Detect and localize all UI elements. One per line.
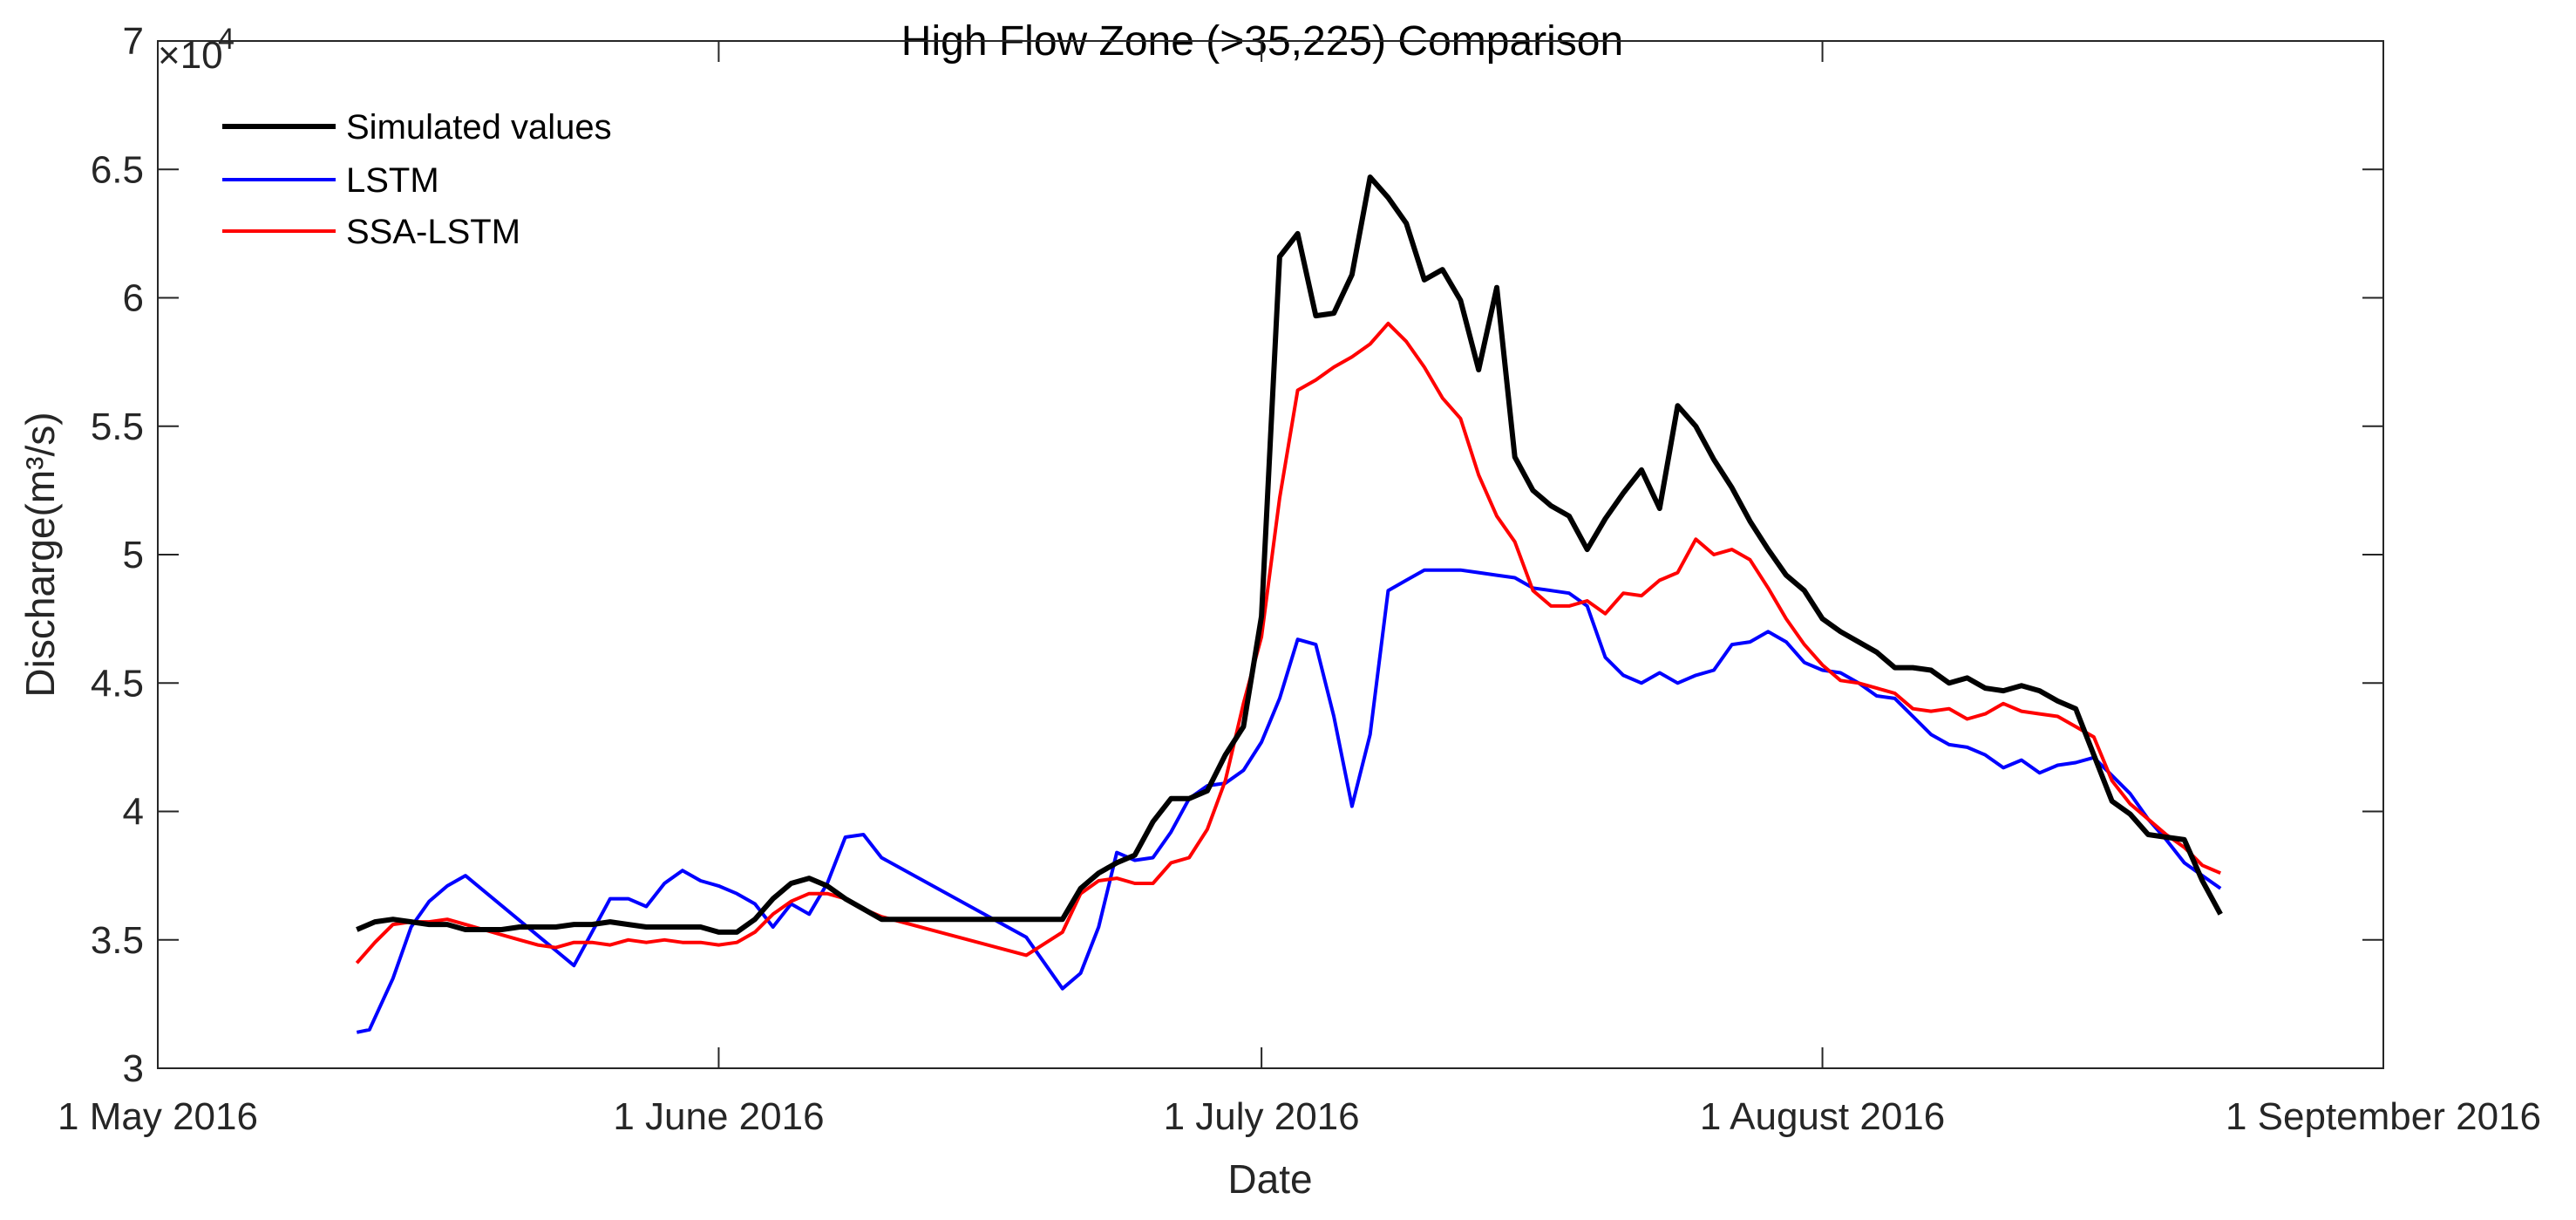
y-tick-label: 7 [123,20,144,63]
x-tick-label: 1 May 2016 [58,1095,258,1138]
y-tick-label: 5 [123,534,144,576]
series-simulated-line [356,174,2223,935]
series-ssa-lstm-line [355,321,2221,964]
y-tick-label: 3.5 [91,919,144,962]
y-axis-label: Discharge(m³/s) [17,412,63,697]
series-lstm-line [356,568,2222,1034]
y-tick-label: 6.5 [91,148,144,191]
x-tick-label: 1 July 2016 [1164,1095,1360,1138]
y-exponent: 4 [218,23,234,56]
y-tick-label: 6 [123,277,144,320]
x-tick-label: 1 June 2016 [613,1095,824,1138]
x-axis-label: Date [1227,1156,1312,1202]
y-tick-label: 4.5 [91,662,144,705]
y-tick-label: 3 [123,1047,144,1090]
plot-frame [157,40,2384,1069]
y-tick-label: 4 [123,791,144,834]
legend-label-ssa-lstm: SSA-LSTM [346,213,520,251]
y-tick-label: 5.5 [91,406,144,448]
x-tick-label: 1 August 2016 [1700,1095,1945,1138]
series-group [355,174,2223,1034]
axis-ticks: 3 3.5 4 4.5 5 5.5 6 6.5 7 1 May 2016 1 June 2016 1 … [58,20,2541,1138]
legend: Simulated values LSTM SSA-LSTM [222,108,612,251]
legend-label-lstm: LSTM [346,161,439,200]
x-tick-label: 1 September 2016 [2226,1095,2541,1138]
legend-label-simulated: Simulated values [346,108,612,147]
